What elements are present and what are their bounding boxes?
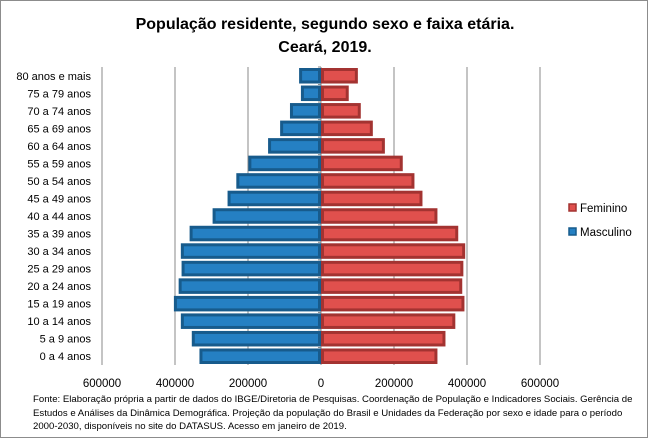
bar-masculino: [299, 68, 322, 84]
bar-masculino: [178, 278, 321, 294]
bar-masculino: [280, 120, 321, 137]
y-category-label: 65 a 69 anos: [27, 123, 91, 135]
y-category-label: 50 a 54 anos: [27, 176, 91, 188]
bar-masculino: [199, 348, 321, 364]
y-category-label: 20 a 24 anos: [27, 281, 91, 293]
bar-feminino: [321, 313, 456, 329]
bar-masculino: [289, 103, 322, 119]
bar-masculino: [300, 85, 321, 102]
y-category-label: 10 a 14 anos: [27, 316, 91, 328]
chart-title-line1: População residente, segundo sexo e faix…: [136, 16, 515, 33]
y-category-label: 35 a 39 anos: [27, 229, 91, 241]
bar-feminino: [321, 330, 446, 347]
bar-masculino: [248, 155, 322, 172]
y-category-label: 60 a 64 anos: [27, 141, 91, 153]
legend-label-masculino: Masculino: [580, 227, 632, 239]
bar-feminino: [321, 138, 385, 154]
bar-feminino: [321, 120, 373, 137]
x-tick-label: 600000: [521, 378, 559, 390]
bar-feminino: [321, 173, 415, 189]
y-category-label: 5 a 9 anos: [40, 334, 92, 346]
bar-masculino: [227, 190, 321, 207]
bar-feminino: [321, 208, 438, 224]
bar-masculino: [180, 313, 321, 329]
bar-feminino: [321, 348, 438, 364]
bar-feminino: [321, 103, 361, 119]
y-category-label: 80 anos e mais: [16, 71, 91, 83]
y-category-label: 25 a 29 anos: [27, 264, 91, 276]
bar-feminino: [321, 85, 349, 102]
bar-feminino: [321, 155, 403, 172]
x-tick-label: 0: [318, 378, 324, 390]
bar-masculino: [189, 225, 321, 242]
bar-masculino: [180, 243, 321, 259]
x-tick-label: 200000: [229, 378, 267, 390]
bar-masculino: [181, 260, 321, 277]
y-category-label: 40 a 44 anos: [27, 211, 91, 223]
footnote: Fonte: Elaboração própria a partir de da…: [33, 394, 633, 432]
x-tick-label: 600000: [83, 378, 121, 390]
y-category-label: 15 a 19 anos: [27, 299, 91, 311]
bar-feminino: [321, 190, 423, 207]
chart-title-line2: Ceará, 2019.: [278, 39, 371, 56]
bar-feminino: [321, 260, 464, 277]
bar-feminino: [321, 68, 358, 84]
legend-swatch-feminino: [568, 203, 577, 212]
bar-feminino: [321, 295, 465, 312]
bar-masculino: [173, 295, 321, 312]
y-category-label: 70 a 74 anos: [27, 106, 91, 118]
legend-label-feminino: Feminino: [580, 203, 627, 215]
x-tick-label: 200000: [375, 378, 413, 390]
x-tick-label: 400000: [156, 378, 194, 390]
y-category-label: 55 a 59 anos: [27, 158, 91, 170]
bar-masculino: [268, 138, 322, 154]
y-category-label: 75 a 79 anos: [27, 88, 91, 100]
x-tick-label: 400000: [448, 378, 486, 390]
bar-feminino: [321, 225, 459, 242]
bar-masculino: [236, 173, 322, 189]
bar-masculino: [191, 330, 321, 347]
bar-feminino: [321, 243, 466, 259]
legend-swatch-masculino: [568, 227, 577, 236]
y-category-label: 45 a 49 anos: [27, 193, 91, 205]
y-category-label: 30 a 34 anos: [27, 246, 91, 258]
bar-masculino: [212, 208, 321, 224]
bar-feminino: [321, 278, 463, 294]
y-category-label: 0 a 4 anos: [40, 351, 92, 363]
